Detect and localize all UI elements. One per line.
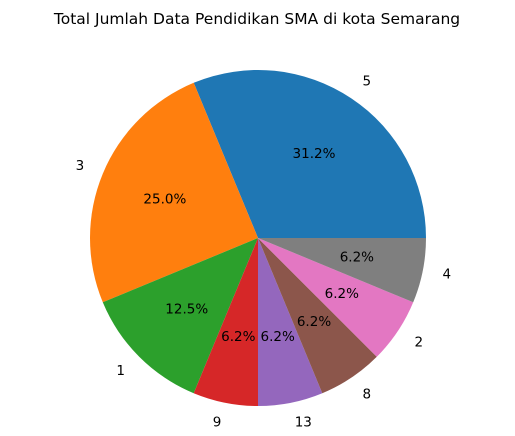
pie-category-label: 9	[213, 415, 222, 431]
pie-category-label: 13	[295, 415, 312, 431]
pie-percent-label: 12.5%	[165, 301, 208, 317]
pie-percent-label: 25.0%	[143, 191, 186, 207]
pie-category-label: 1	[116, 363, 125, 379]
pie-labels: 31.2% 5 25.0% 3 12.5% 1 6.2% 9 6.2% 13 6.2% 8 6.2% 2 6…	[76, 74, 452, 431]
pie-category-label: 3	[76, 158, 85, 174]
pie-percent-label: 6.2%	[221, 329, 255, 345]
pie-percent-label: 31.2%	[293, 146, 336, 162]
pie-category-label: 5	[363, 74, 372, 90]
pie-slice-3	[89, 82, 258, 303]
pie-category-label: 4	[443, 267, 452, 283]
pie-slice-8	[258, 238, 377, 394]
pie-slices	[89, 70, 427, 406]
pie-slice-13	[258, 238, 323, 406]
pie-slice-5	[193, 70, 426, 239]
pie-slice-2	[258, 238, 414, 357]
pie-percent-label: 6.2%	[261, 329, 295, 345]
pie-percent-label: 6.2%	[340, 250, 374, 266]
pie-category-label: 2	[414, 335, 423, 351]
pie-percent-label: 6.2%	[325, 286, 359, 302]
pie-percent-label: 6.2%	[297, 314, 331, 330]
pie-category-label: 8	[363, 386, 372, 402]
pie-slice-1	[102, 238, 258, 394]
pie-slice-4	[258, 238, 427, 303]
pie-slice-9	[193, 238, 258, 406]
chart-title: Total Jumlah Data Pendidikan SMA di kota…	[53, 10, 460, 28]
